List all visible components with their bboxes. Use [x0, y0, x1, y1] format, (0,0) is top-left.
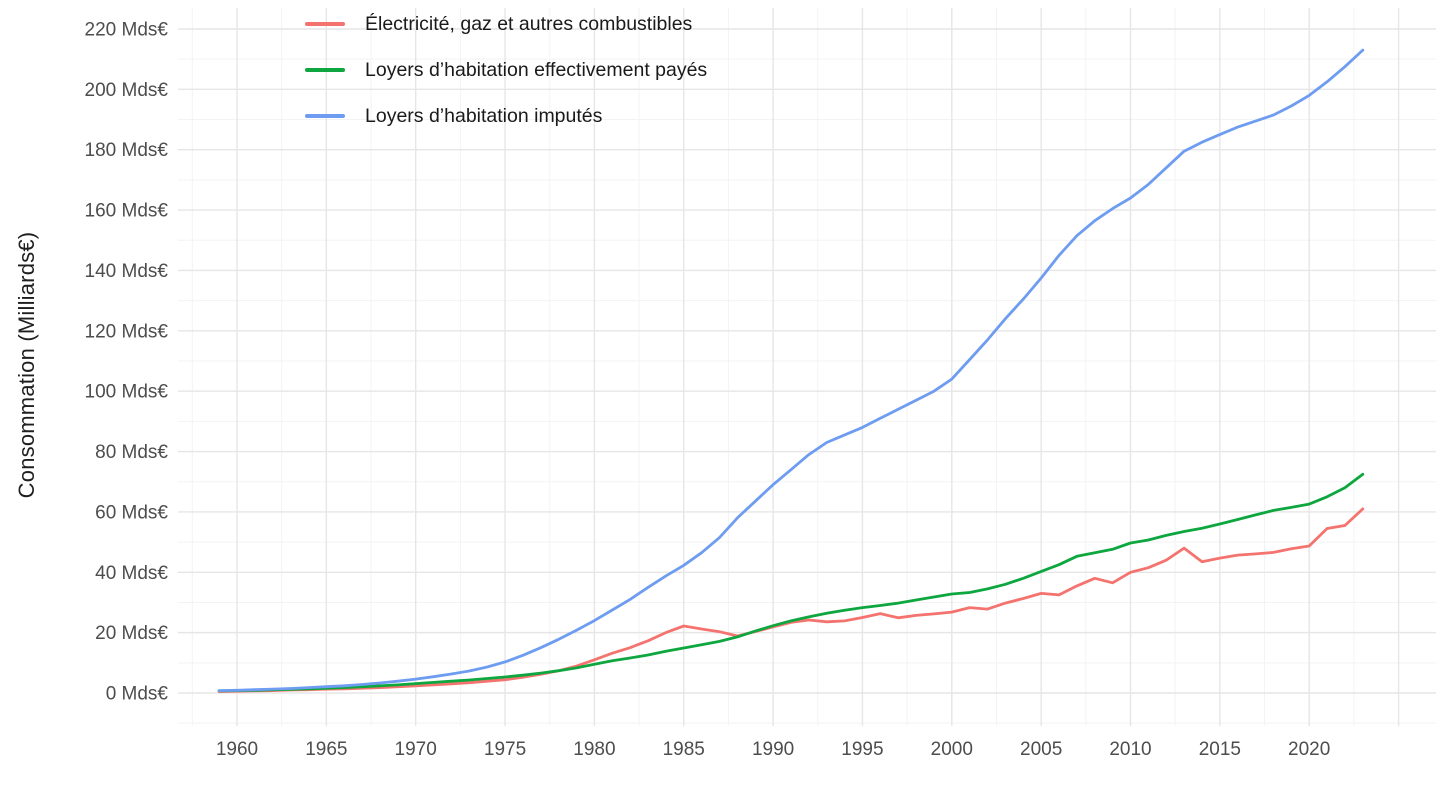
legend-item-electricite: Électricité, gaz et autres combustibles: [305, 12, 707, 35]
legend-key-line-icon: [305, 114, 345, 118]
x-tick-label: 2005: [1020, 739, 1062, 760]
x-tick-label: 1980: [573, 739, 615, 760]
y-tick-label: 120 Mds€: [85, 321, 169, 342]
y-tick-label: 200 Mds€: [85, 80, 169, 101]
legend-label: Loyers d’habitation effectivement payés: [365, 58, 708, 81]
legend: Électricité, gaz et autres combustibles …: [305, 12, 708, 127]
legend-key-line-icon: [305, 22, 345, 26]
y-tick-label: 180 Mds€: [85, 140, 169, 161]
x-tick-label: 1965: [305, 739, 347, 760]
y-tick-label: 220 Mds€: [85, 19, 169, 40]
x-tick-label: 1995: [841, 739, 883, 760]
legend-item-loyers-effectifs: Loyers d’habitation effectivement payés: [305, 58, 708, 81]
y-axis-title: Consommation (Milliards€): [14, 231, 39, 499]
y-tick-label: 0 Mds€: [106, 684, 169, 705]
series-line-loyers-habitation-imputes: [217, 48, 1365, 692]
legend-label: Électricité, gaz et autres combustibles: [365, 12, 693, 35]
x-tick-label: 2015: [1199, 739, 1241, 760]
x-tick-label: 1960: [216, 739, 258, 760]
x-tick-label: 1985: [663, 739, 705, 760]
series-line-loyers-habitation-effectivement-payes: [217, 472, 1365, 693]
y-tick-label: 20 Mds€: [95, 623, 168, 644]
x-tick-label: 2000: [931, 739, 973, 760]
x-tick-label: 1970: [395, 739, 437, 760]
legend-item-loyers-imputes: Loyers d’habitation imputés: [305, 104, 707, 127]
gridlines-minor: [178, 8, 1436, 726]
y-tick-label: 160 Mds€: [85, 201, 169, 222]
legend-label: Loyers d’habitation imputés: [365, 104, 603, 127]
x-tick-label: 1975: [484, 739, 526, 760]
y-tick-label: 80 Mds€: [95, 442, 168, 463]
y-tick-label: 100 Mds€: [85, 382, 169, 403]
axis-tick-labels: 0 Mds€ 20 Mds€ 40 Mds€ 60 Mds€ 80 Mds€ 100 Md…: [85, 19, 1331, 760]
y-tick-label: 40 Mds€: [95, 563, 168, 584]
x-tick-label: 2020: [1288, 739, 1330, 760]
x-tick-label: 1990: [752, 739, 794, 760]
x-tick-label: 2010: [1109, 739, 1151, 760]
series-line-electricite-gaz-et-autres-combustibles: [217, 507, 1365, 693]
legend-key-line-icon: [305, 68, 345, 72]
series-lines: [217, 48, 1365, 693]
y-tick-label: 140 Mds€: [85, 261, 169, 282]
gridlines-major: [178, 8, 1436, 726]
y-tick-label: 60 Mds€: [95, 502, 168, 523]
